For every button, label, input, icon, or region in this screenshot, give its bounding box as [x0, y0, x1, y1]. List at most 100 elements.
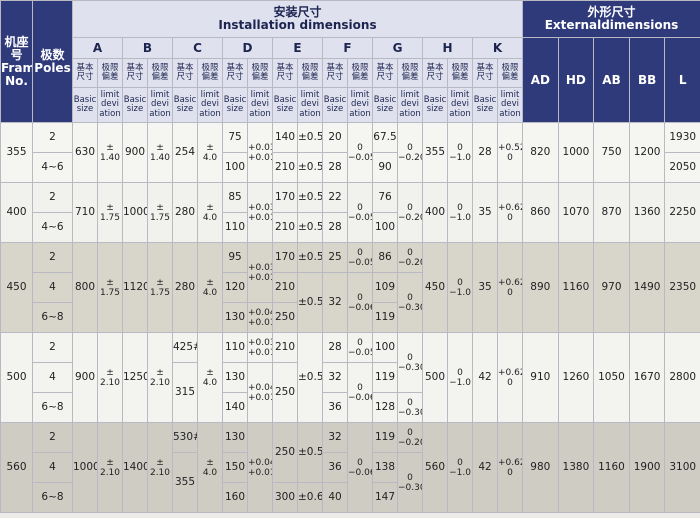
- cell: 110: [222, 212, 248, 243]
- cell: 254: [172, 122, 198, 183]
- cell: 0 −0.20: [397, 122, 423, 183]
- cell: 42: [472, 422, 498, 513]
- cell: 25: [322, 242, 348, 273]
- cell: 100: [372, 212, 398, 243]
- cell: 128: [372, 392, 398, 423]
- cell: ± 1.75: [147, 242, 173, 333]
- cell: ± 1.40: [147, 122, 173, 183]
- external-column-header: HD: [557, 37, 595, 123]
- cell: 210: [272, 212, 298, 243]
- cell: 1490: [628, 242, 666, 333]
- cell: ± 2.10: [97, 422, 123, 513]
- cell: 500: [0, 332, 33, 423]
- cell: 2: [32, 422, 73, 453]
- cell: 0 −0.062: [347, 422, 373, 513]
- cell: 710: [72, 182, 98, 243]
- limit-deviation-en: limit devi ation: [496, 87, 524, 123]
- cell: 2: [32, 182, 73, 213]
- cell: ±0.57: [297, 212, 323, 243]
- dimension-header: F: [322, 37, 373, 59]
- cell: 1400: [122, 422, 148, 513]
- limit-deviation-cn: 极限 偏差: [247, 58, 273, 88]
- cell: ±0.65: [297, 482, 323, 513]
- cell: 2350: [664, 242, 700, 333]
- cell: 130: [222, 362, 248, 393]
- cell: 76: [372, 182, 398, 213]
- basic-size-cn: 基本 尺寸: [272, 58, 298, 88]
- cell: 4~6: [32, 212, 73, 243]
- cell: ±0.57: [297, 152, 323, 183]
- cell: 0 −0.052: [347, 182, 373, 243]
- limit-deviation-cn: 极限 偏差: [347, 58, 373, 88]
- limit-deviation-en: limit devi ation: [397, 87, 423, 123]
- cell: 28: [472, 122, 498, 183]
- cell: 150: [222, 452, 248, 483]
- cell: 0 −0.052: [347, 332, 373, 363]
- cell: 1380: [557, 422, 595, 513]
- cell: 425#: [172, 332, 198, 363]
- cell: 0 −0.052: [347, 242, 373, 273]
- cell: 28: [322, 152, 348, 183]
- header-row: A B C D E F G H K AD HD AB BB L: [1, 37, 700, 123]
- cell: 138: [372, 452, 398, 483]
- external-column-header: BB: [628, 37, 666, 123]
- cell: 250: [272, 302, 298, 333]
- cell: 0 −0.30: [397, 332, 423, 393]
- cell: 90: [372, 152, 398, 183]
- cell: 355: [172, 452, 198, 513]
- cell: +0.62 0: [496, 332, 524, 423]
- cell: 210: [272, 332, 298, 363]
- cell: ± 2.10: [147, 422, 173, 513]
- limit-deviation-cn: 极限 偏差: [496, 58, 524, 88]
- cell: 0 −1.0: [447, 242, 473, 333]
- basic-size-cn: 基本 尺寸: [122, 58, 148, 88]
- limit-deviation-cn: 极限 偏差: [397, 58, 423, 88]
- cell: 6~8: [32, 302, 73, 333]
- cell: ±0.50: [297, 122, 323, 153]
- cell: 355: [422, 122, 448, 183]
- cell: 140: [272, 122, 298, 153]
- cell: 1000: [557, 122, 595, 183]
- cell: +0.52 0: [496, 122, 524, 183]
- cell: 95: [222, 242, 248, 273]
- limit-deviation-en: limit devi ation: [297, 87, 323, 123]
- cell: 170: [272, 182, 298, 213]
- cell: 100: [372, 332, 398, 363]
- cell: ± 4.0: [197, 182, 223, 243]
- cell: 6~8: [32, 482, 73, 513]
- cell: 0 −0.052: [347, 122, 373, 183]
- cell: +0.035 +0.013: [247, 242, 273, 303]
- dimension-header: A: [72, 37, 123, 59]
- basic-size-en: Basic size: [222, 87, 248, 123]
- cell: 32: [322, 362, 348, 393]
- cell: +0.035 +0.013: [247, 182, 273, 243]
- cell: 900: [72, 332, 98, 423]
- limit-deviation-cn: 极限 偏差: [197, 58, 223, 88]
- cell: 170: [272, 242, 298, 273]
- cell: 40: [322, 482, 348, 513]
- cell: 1000: [72, 422, 98, 513]
- cell: 85: [222, 182, 248, 213]
- cell: 0 −0.30: [397, 272, 423, 333]
- cell: 32: [322, 272, 348, 333]
- cell: 900: [122, 122, 148, 183]
- cell: 20: [322, 122, 348, 153]
- cell: 280: [172, 242, 198, 333]
- cell: 280: [172, 182, 198, 243]
- cell: 2: [32, 332, 73, 363]
- cell: 0 −0.20: [397, 422, 423, 453]
- cell: 1160: [557, 242, 595, 333]
- external-column-header: AD: [522, 37, 559, 123]
- cell: 450: [422, 242, 448, 333]
- limit-deviation-cn: 极限 偏差: [297, 58, 323, 88]
- cell: 910: [522, 332, 559, 423]
- basic-size-en: Basic size: [372, 87, 398, 123]
- basic-size-en: Basic size: [172, 87, 198, 123]
- cell: 1050: [593, 332, 630, 423]
- cell: ± 4.0: [197, 242, 223, 333]
- cell: 250: [272, 422, 298, 483]
